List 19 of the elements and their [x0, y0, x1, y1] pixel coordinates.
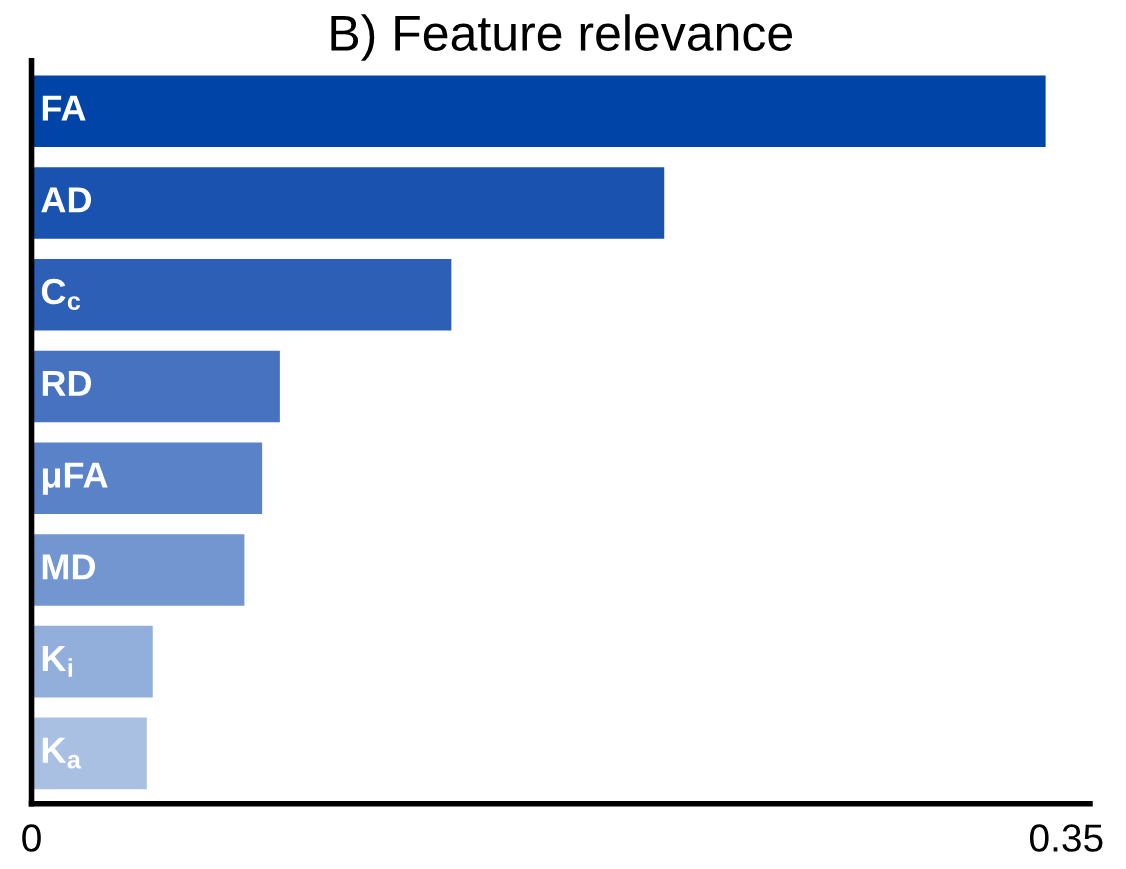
chart-title: B) Feature relevance — [331, 14, 792, 61]
y-tick-label: K$_{a}$ — [42, 737, 82, 769]
y-tick-label: AD — [41, 187, 92, 213]
y-tick-label: FA — [42, 95, 86, 121]
bar — [31, 442, 263, 514]
bar — [31, 534, 245, 606]
bar — [31, 258, 452, 331]
bar — [31, 75, 1046, 148]
bar — [31, 717, 147, 790]
bar — [31, 625, 153, 698]
y-tick-label: RD — [42, 370, 92, 396]
x-tick-label: 0 — [22, 824, 41, 852]
y-tick-label: MD — [42, 554, 96, 580]
bar — [31, 167, 665, 239]
bar — [31, 350, 280, 423]
y-tick-label: K$_{i}$ — [42, 646, 73, 677]
y-tick-label: C$_{c}$ — [41, 278, 81, 310]
y-tick-label: μFA — [42, 462, 108, 495]
x-tick-label: 0.35 — [1029, 824, 1103, 852]
